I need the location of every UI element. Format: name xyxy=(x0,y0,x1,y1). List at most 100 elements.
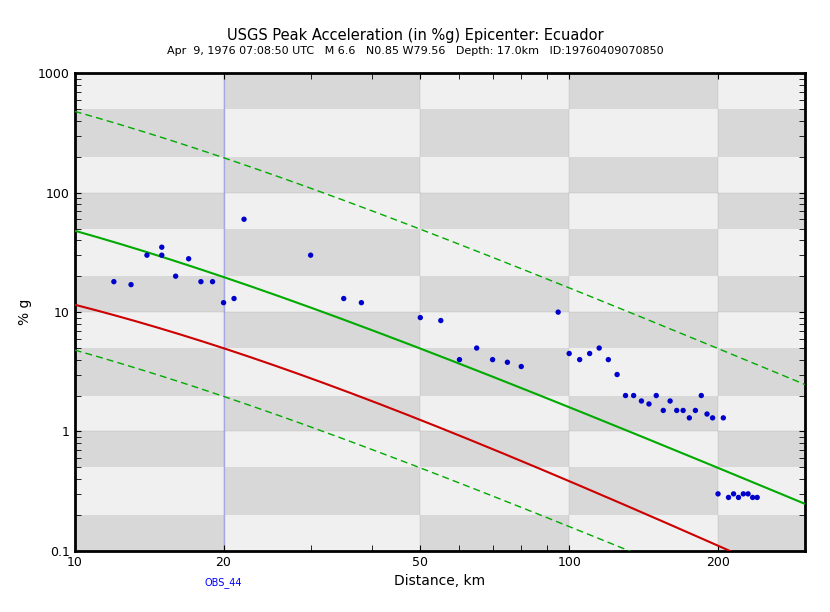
Text: Apr  9, 1976 07:08:50 UTC   M 6.6   N0.85 W79.56   Depth: 17.0km   ID:1976040907: Apr 9, 1976 07:08:50 UTC M 6.6 N0.85 W79… xyxy=(167,46,663,56)
Bar xyxy=(223,312,420,348)
Point xyxy=(551,307,564,317)
Bar xyxy=(569,193,718,229)
Point xyxy=(732,493,745,502)
Bar xyxy=(420,229,569,276)
Point xyxy=(642,399,656,409)
Bar xyxy=(420,110,569,157)
Point xyxy=(627,390,640,400)
X-axis label: Distance, km: Distance, km xyxy=(394,574,486,588)
Text: OBS_44: OBS_44 xyxy=(205,577,242,588)
Point xyxy=(650,390,663,400)
Point xyxy=(750,493,764,502)
Point xyxy=(155,250,168,260)
Bar xyxy=(223,193,420,229)
Bar xyxy=(75,431,223,468)
Bar xyxy=(718,395,805,431)
Point xyxy=(354,298,368,308)
Point xyxy=(593,343,606,353)
Point xyxy=(619,390,632,400)
Point xyxy=(470,343,483,353)
Point xyxy=(663,396,676,406)
Point xyxy=(515,362,528,371)
Bar xyxy=(75,395,223,431)
Bar xyxy=(420,395,569,431)
Point xyxy=(670,406,683,416)
Point xyxy=(500,357,514,367)
Point xyxy=(737,489,750,499)
Point xyxy=(140,250,154,260)
Bar xyxy=(75,276,223,312)
Bar xyxy=(420,73,569,110)
Bar xyxy=(718,312,805,348)
Bar xyxy=(223,348,420,395)
Point xyxy=(453,355,466,365)
Point xyxy=(107,277,120,286)
Bar xyxy=(223,468,420,515)
Bar xyxy=(223,395,420,431)
Bar xyxy=(420,312,569,348)
Point xyxy=(727,489,740,499)
Bar xyxy=(569,431,718,468)
Bar xyxy=(75,312,223,348)
Point xyxy=(610,370,623,379)
Point xyxy=(683,413,696,423)
Bar xyxy=(569,73,718,110)
Point xyxy=(741,489,754,499)
Bar xyxy=(718,431,805,468)
Bar xyxy=(569,229,718,276)
Bar xyxy=(718,193,805,229)
Bar xyxy=(75,229,223,276)
Bar xyxy=(718,73,805,110)
Bar xyxy=(718,157,805,193)
Bar xyxy=(75,468,223,515)
Bar xyxy=(718,110,805,157)
Bar xyxy=(420,157,569,193)
Point xyxy=(689,406,702,416)
Point xyxy=(701,409,714,419)
Bar xyxy=(569,468,718,515)
Bar xyxy=(75,348,223,395)
Bar xyxy=(718,348,805,395)
Point xyxy=(716,413,730,423)
Bar xyxy=(75,515,223,551)
Bar xyxy=(569,276,718,312)
Bar xyxy=(718,229,805,276)
Bar xyxy=(569,312,718,348)
Bar xyxy=(223,110,420,157)
Point xyxy=(676,406,690,416)
Bar xyxy=(569,110,718,157)
Bar xyxy=(420,515,569,551)
Bar xyxy=(569,348,718,395)
Point xyxy=(583,349,596,359)
Bar xyxy=(75,73,223,110)
Bar xyxy=(420,276,569,312)
Point xyxy=(711,489,725,499)
Point xyxy=(206,277,219,286)
Bar xyxy=(718,515,805,551)
Bar xyxy=(223,515,420,551)
Bar xyxy=(75,157,223,193)
Point xyxy=(486,355,499,365)
Point xyxy=(217,298,230,308)
Point xyxy=(227,294,241,304)
Text: USGS Peak Acceleration (in %g) Epicenter: Ecuador: USGS Peak Acceleration (in %g) Epicenter… xyxy=(227,28,603,43)
Bar xyxy=(75,110,223,157)
Point xyxy=(695,390,708,400)
Point xyxy=(434,316,447,326)
Point xyxy=(182,254,195,264)
Bar xyxy=(223,157,420,193)
Bar xyxy=(223,276,420,312)
Bar xyxy=(569,395,718,431)
Point xyxy=(413,313,427,323)
Y-axis label: % g: % g xyxy=(18,299,32,326)
Bar xyxy=(420,193,569,229)
Bar xyxy=(223,431,420,468)
Bar xyxy=(420,468,569,515)
Point xyxy=(169,271,183,281)
Bar xyxy=(569,157,718,193)
Bar xyxy=(718,276,805,312)
Point xyxy=(563,349,576,359)
Point xyxy=(706,413,720,423)
Point xyxy=(124,280,138,289)
Point xyxy=(573,355,586,365)
